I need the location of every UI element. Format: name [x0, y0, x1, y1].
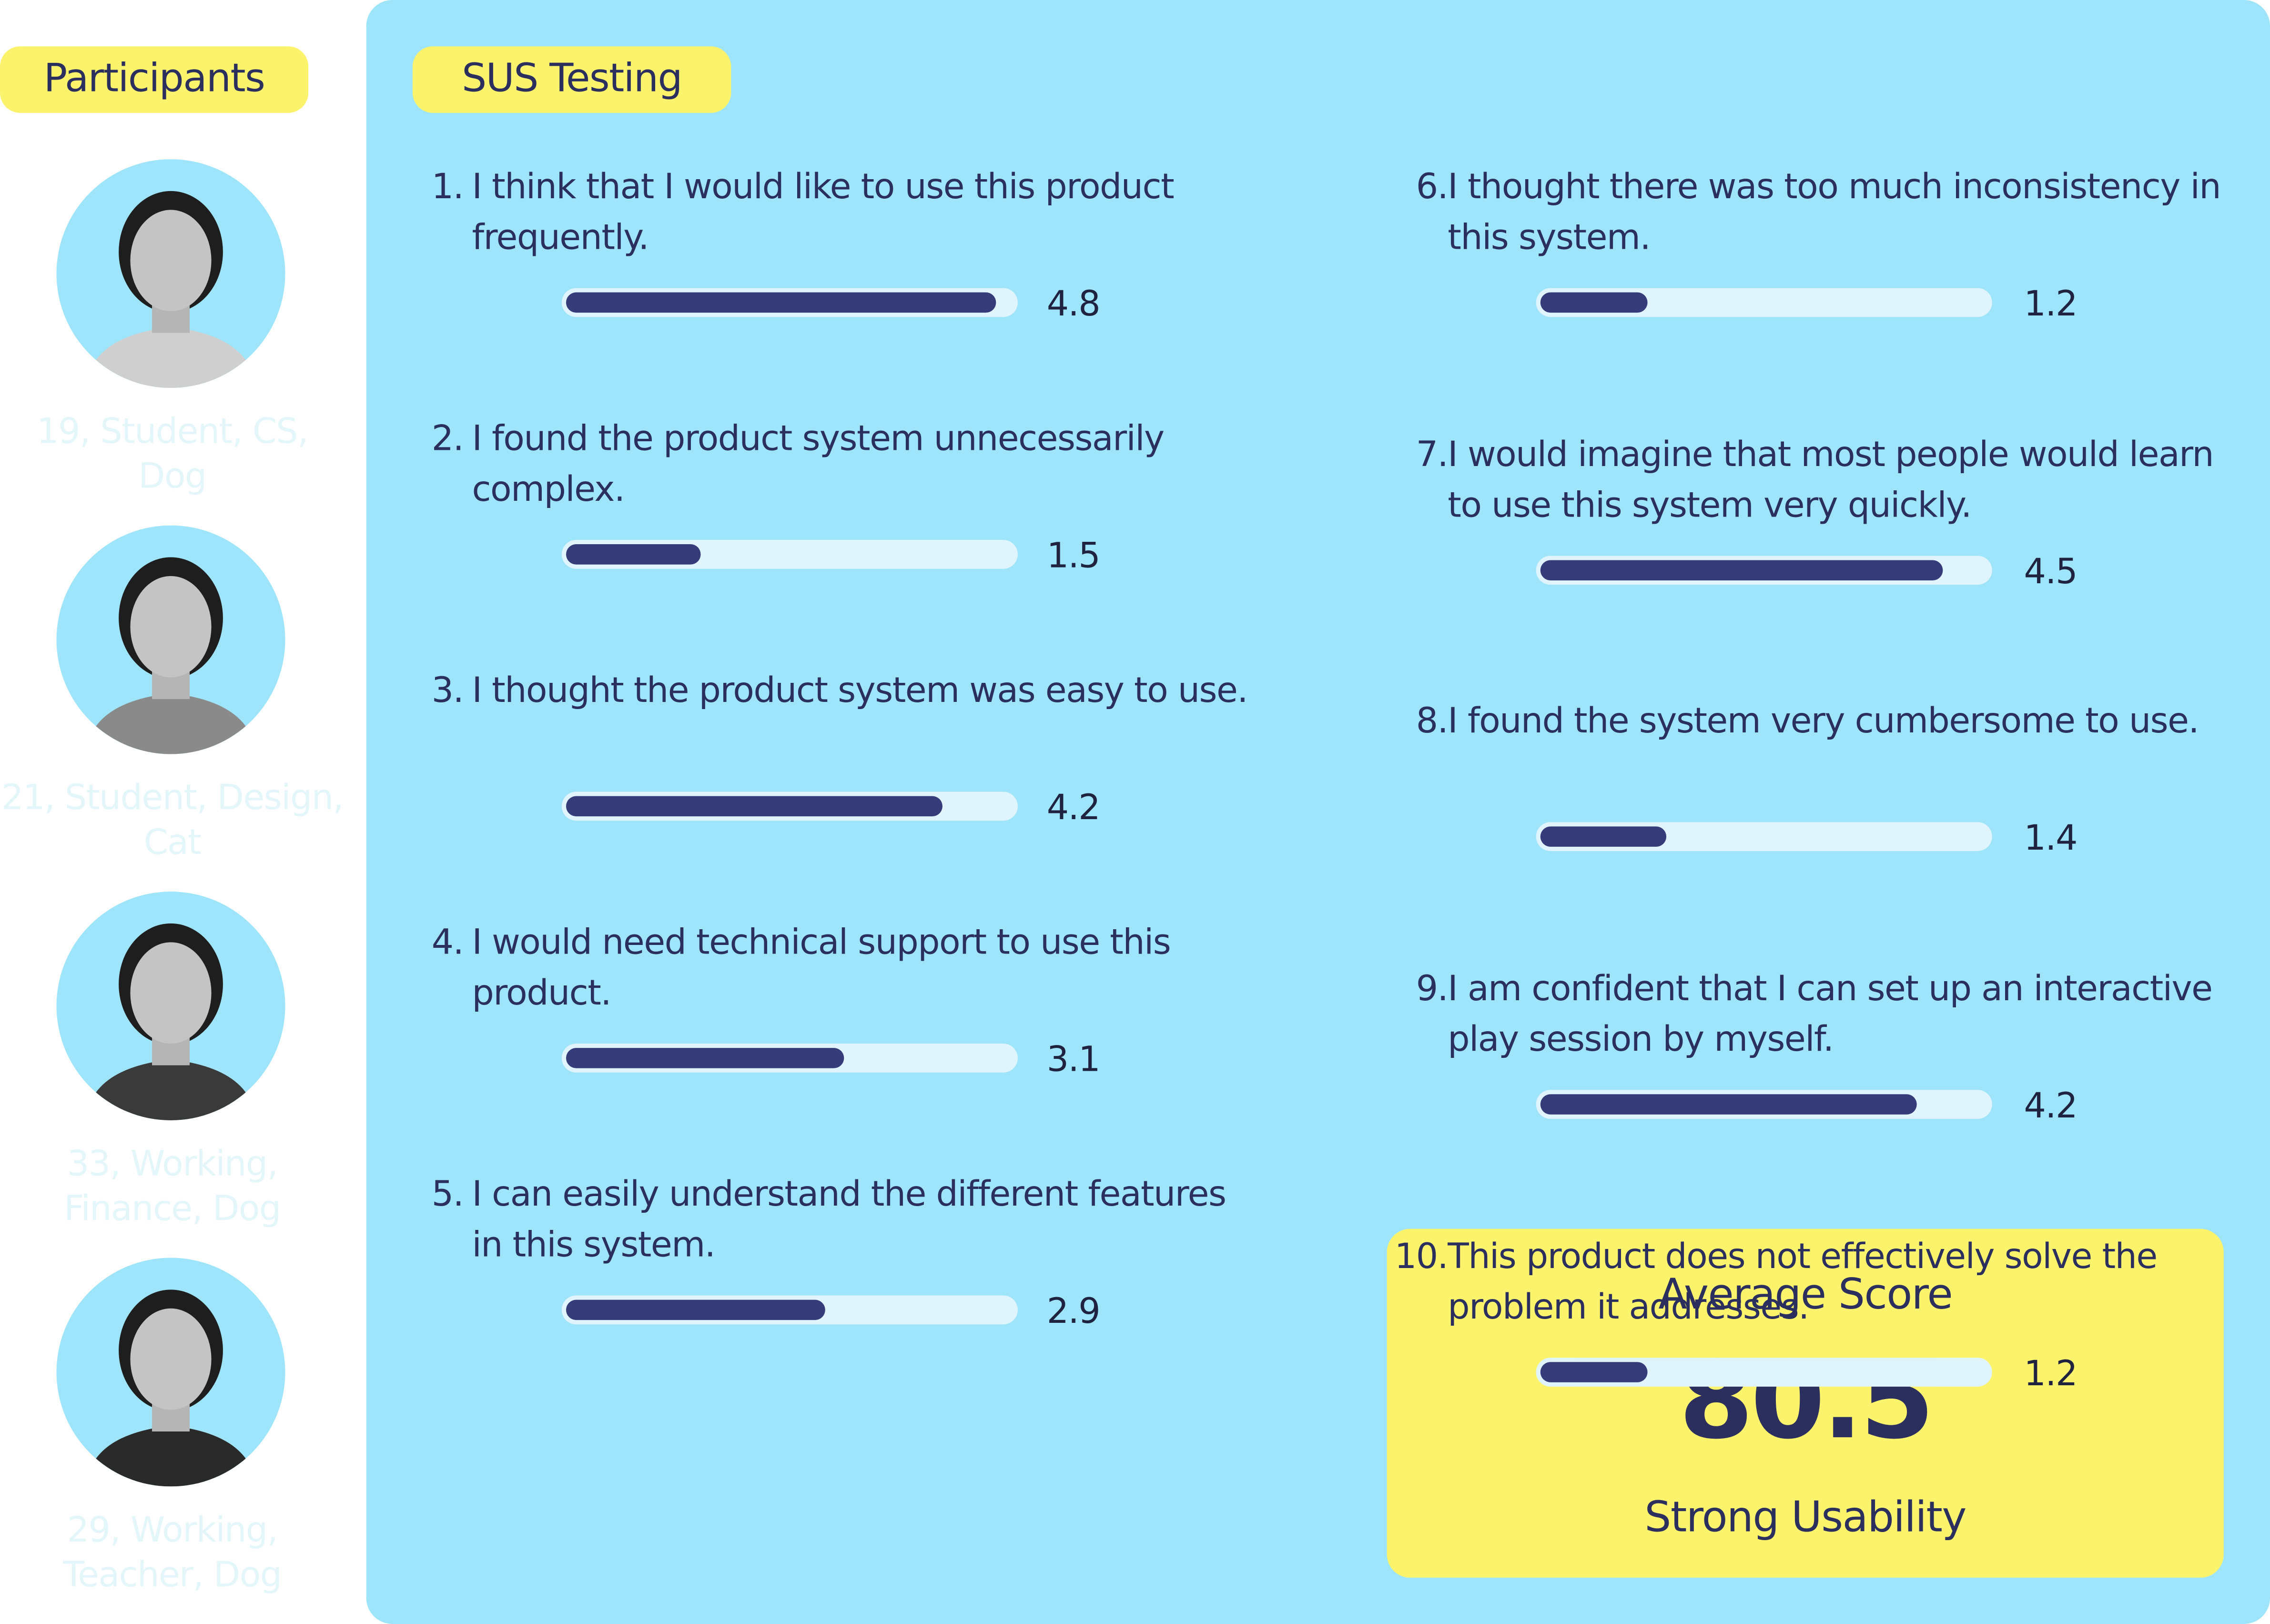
question-text: I think that I would like to use this pr… — [472, 166, 1174, 258]
score-track — [561, 288, 1018, 317]
score-bar — [1540, 1361, 1648, 1382]
score-bar — [566, 544, 700, 565]
participant-avatar — [56, 159, 285, 388]
score-bar — [1540, 559, 1943, 580]
participant-avatar — [56, 1258, 285, 1487]
question-number: 6. — [1416, 166, 1449, 207]
participant-avatar — [56, 525, 285, 754]
question-number: 10. — [1394, 1236, 1449, 1277]
score-track — [1536, 822, 1992, 852]
avatar-image — [56, 159, 285, 388]
sus-title: SUS Testing — [412, 46, 731, 113]
score-track — [1536, 555, 1992, 585]
score-track — [561, 539, 1018, 569]
question-number: 7. — [1416, 434, 1449, 475]
score-track — [561, 1295, 1018, 1325]
score-bar — [1540, 292, 1648, 313]
question-text: I found the product system unnecessarily… — [472, 418, 1165, 510]
score-track — [561, 1043, 1018, 1073]
score-bar — [1540, 1094, 1916, 1115]
score-label: 4.5 — [2024, 551, 2078, 592]
question-number: 9. — [1416, 968, 1449, 1009]
avatar-image — [56, 1258, 285, 1487]
score-label: 1.4 — [2024, 818, 2078, 859]
question-text: I found the system very cumbersome to us… — [1448, 701, 2199, 742]
question-text: I would need technical support to use th… — [472, 922, 1171, 1014]
score-label: 4.2 — [1046, 787, 1101, 828]
question-text: I thought the product system was easy to… — [472, 670, 1248, 711]
score-bar — [566, 1048, 844, 1068]
score-label: 1.5 — [1046, 535, 1101, 576]
score-bar — [566, 292, 996, 313]
participants-title: Participants — [0, 46, 309, 113]
participant-label: 33, Working, Finance, Dog — [64, 1143, 281, 1229]
score-label: 1.2 — [2024, 284, 2078, 325]
participant-label: 29, Working, Teacher, Dog — [63, 1510, 283, 1595]
score-bar — [566, 796, 942, 817]
question-number: 3. — [431, 670, 464, 711]
participant-label: 21, Student, Design, Cat — [1, 777, 344, 863]
question-number: 5. — [431, 1174, 464, 1215]
avatar-image — [56, 525, 285, 754]
participant-label: 19, Student, CS, Dog — [37, 411, 308, 497]
avatar-image — [56, 892, 285, 1120]
question-text: I can easily understand the different fe… — [472, 1174, 1226, 1265]
participant-avatar — [56, 892, 285, 1120]
score-track — [1536, 1357, 1992, 1387]
summary-rating: Strong Usability — [1644, 1492, 1966, 1542]
score-track — [561, 792, 1018, 821]
score-label: 2.9 — [1046, 1291, 1101, 1332]
question-text: This product does not effectively solve … — [1448, 1236, 2158, 1327]
question-text: I thought there was too much inconsisten… — [1448, 166, 2221, 258]
question-text: I am confident that I can set up an inte… — [1448, 968, 2213, 1060]
score-track — [1536, 1090, 1992, 1119]
score-label: 3.1 — [1046, 1039, 1101, 1080]
score-label: 4.8 — [1046, 284, 1101, 325]
score-bar — [566, 1299, 826, 1320]
score-label: 4.2 — [2024, 1086, 2078, 1127]
score-track — [1536, 288, 1992, 317]
question-number: 1. — [431, 166, 464, 207]
question-number: 4. — [431, 922, 464, 963]
summary-title: Average Score — [1658, 1269, 1953, 1319]
question-text: I would imagine that most people would l… — [1448, 434, 2214, 525]
score-label: 1.2 — [2024, 1353, 2078, 1394]
question-number: 8. — [1416, 701, 1449, 742]
question-number: 2. — [431, 418, 464, 459]
score-bar — [1540, 827, 1666, 848]
